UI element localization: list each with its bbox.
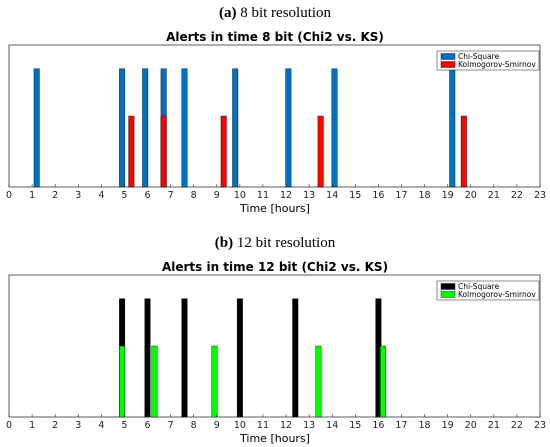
chart-b-bar-kolmogorov-smirnov-1 bbox=[151, 345, 158, 418]
chart-b-xtick-label-11: 11 bbox=[257, 420, 269, 431]
chart-b-xtick-label-3: 3 bbox=[75, 420, 81, 431]
chart-a-bar-chi-square-2 bbox=[142, 68, 149, 188]
chart-a-bars bbox=[33, 68, 467, 188]
panel-b: (b) 12 bit resolution Alerts in time 12 … bbox=[6, 235, 546, 445]
chart-b-xtick-label-20: 20 bbox=[465, 420, 477, 431]
chart-a-bar-kolmogorov-smirnov-2 bbox=[220, 115, 227, 188]
chart-b-bar-kolmogorov-smirnov-0 bbox=[119, 345, 126, 418]
panel-a: (a) 8 bit resolution Alerts in time 8 bi… bbox=[6, 5, 546, 215]
chart-b-bar-chi-square-3 bbox=[236, 298, 243, 418]
chart-a-xtick-label-22: 22 bbox=[511, 190, 523, 201]
chart-b-xtick-label-2: 2 bbox=[52, 420, 58, 431]
panel-b-heading-label: (b) bbox=[215, 235, 233, 251]
chart-a-legend-label-ks: Kolmogorov-Smirnov bbox=[458, 60, 536, 69]
chart-b-legend-label-ks: Kolmogorov-Smirnov bbox=[458, 290, 536, 299]
chart-b-x-axis: 0 1 2 3 4 5 6 7 8 9 10 11 12 13 14 15 16 17 18 19 20 21 22 23 bbox=[6, 414, 546, 431]
chart-a-xtick-label-11: 11 bbox=[257, 190, 269, 201]
chart-b-xtick-label-16: 16 bbox=[372, 420, 384, 431]
chart-a-legend-label-chi-square: Chi-Square bbox=[458, 52, 500, 61]
chart-b-legend-swatch-ks bbox=[440, 291, 456, 298]
chart-b-xtick-label-10: 10 bbox=[234, 420, 246, 431]
chart-a-xtick-label-17: 17 bbox=[395, 190, 407, 201]
chart-a-bar-kolmogorov-smirnov-1 bbox=[160, 115, 167, 188]
chart-b-xtick-label-12: 12 bbox=[280, 420, 292, 431]
chart-a-bar-chi-square-1 bbox=[119, 68, 126, 188]
chart-b-bar-kolmogorov-smirnov-3 bbox=[315, 345, 322, 418]
panel-b-heading: (b) 12 bit resolution bbox=[215, 235, 336, 251]
chart-a-xtick-label-2: 2 bbox=[52, 190, 58, 201]
chart-b-xtick-label-18: 18 bbox=[419, 420, 431, 431]
chart-b-legend: Chi-Square Kolmogorov-Smirnov bbox=[436, 280, 540, 301]
chart-a-legend-box bbox=[436, 50, 540, 71]
chart-b-xtick-label-13: 13 bbox=[303, 420, 315, 431]
chart-b-bar-chi-square-4 bbox=[292, 298, 299, 418]
chart-a-legend-swatch-ks bbox=[440, 61, 456, 68]
chart-a-xtick-label-13: 13 bbox=[303, 190, 315, 201]
chart-a-xtick-label-14: 14 bbox=[326, 190, 338, 201]
chart-b-legend-label-chi-square: Chi-Square bbox=[458, 282, 500, 291]
chart-b-bar-chi-square-1 bbox=[144, 298, 151, 418]
chart-a-xtick-label-12: 12 bbox=[280, 190, 292, 201]
chart-b-xtick-label-15: 15 bbox=[349, 420, 361, 431]
chart-a-xtick-label-6: 6 bbox=[144, 190, 150, 201]
chart-b-xtick-label-14: 14 bbox=[326, 420, 338, 431]
panel-a-heading: (a) 8 bit resolution bbox=[219, 5, 332, 21]
chart-a-xtick-label-0: 0 bbox=[6, 190, 12, 201]
chart-b-xtick-label-8: 8 bbox=[191, 420, 197, 431]
chart-a-xtick-label-19: 19 bbox=[442, 190, 454, 201]
chart-a-xtick-label-18: 18 bbox=[419, 190, 431, 201]
chart-a-xtick-label-20: 20 bbox=[465, 190, 477, 201]
chart-b-xtick-label-9: 9 bbox=[214, 420, 220, 431]
chart-a-legend: Chi-Square Kolmogorov-Smirnov bbox=[436, 50, 540, 71]
chart-b-xtick-label-4: 4 bbox=[98, 420, 104, 431]
chart-a-bar-kolmogorov-smirnov-3 bbox=[317, 115, 324, 188]
chart-a-xtick-label-21: 21 bbox=[488, 190, 500, 201]
panel-a-heading-label: (a) bbox=[219, 5, 237, 21]
chart-b-title: Alerts in time 12 bit (Chi2 vs. KS) bbox=[162, 260, 388, 274]
chart-a-x-axis: 0 1 2 3 4 5 6 7 8 9 10 11 12 13 14 15 16 17 18 19 20 21 22 23 bbox=[6, 184, 546, 201]
chart-a-xtick-label-1: 1 bbox=[29, 190, 35, 201]
chart-a-xtick-label-9: 9 bbox=[214, 190, 220, 201]
chart-b-xtick-label-7: 7 bbox=[168, 420, 174, 431]
chart-a-xtick-label-16: 16 bbox=[372, 190, 384, 201]
panel-a-heading-text: 8 bit resolution bbox=[236, 5, 331, 21]
chart-a-xtick-label-3: 3 bbox=[75, 190, 81, 201]
chart-b-xtick-label-5: 5 bbox=[121, 420, 127, 431]
chart-b-xlabel: Time [hours] bbox=[239, 432, 310, 445]
chart-a-bar-chi-square-0 bbox=[33, 68, 40, 188]
chart-b-xtick-label-1: 1 bbox=[29, 420, 35, 431]
chart-b-xtick-label-0: 0 bbox=[6, 420, 12, 431]
chart-b-legend-swatch-chi-square bbox=[440, 283, 456, 290]
chart-b-bar-kolmogorov-smirnov-2 bbox=[211, 345, 218, 418]
chart-a-bar-chi-square-5 bbox=[232, 68, 239, 188]
chart-a-title: Alerts in time 8 bit (Chi2 vs. KS) bbox=[166, 30, 384, 44]
chart-b-legend-box bbox=[436, 280, 540, 301]
chart-a-bar-chi-square-6 bbox=[285, 68, 292, 188]
chart-b-xtick-label-19: 19 bbox=[442, 420, 454, 431]
chart-b-xtick-label-22: 22 bbox=[511, 420, 523, 431]
chart-a-legend-swatch-chi-square bbox=[440, 53, 456, 60]
chart-a-xtick-label-8: 8 bbox=[191, 190, 197, 201]
chart-a-xtick-label-23: 23 bbox=[534, 190, 546, 201]
chart-b-xtick-label-23: 23 bbox=[534, 420, 546, 431]
chart-a-bar-chi-square-7 bbox=[331, 68, 338, 188]
chart-b-xtick-label-6: 6 bbox=[144, 420, 150, 431]
chart-b-bar-chi-square-2 bbox=[181, 298, 188, 418]
chart-a-xtick-label-10: 10 bbox=[234, 190, 246, 201]
chart-a-bar-kolmogorov-smirnov-0 bbox=[128, 115, 135, 188]
chart-a-xtick-label-7: 7 bbox=[168, 190, 174, 201]
chart-a-xtick-label-15: 15 bbox=[349, 190, 361, 201]
chart-a-xtick-label-4: 4 bbox=[98, 190, 104, 201]
chart-a-bar-chi-square-4 bbox=[181, 68, 188, 188]
panel-b-heading-text: 12 bit resolution bbox=[233, 235, 336, 251]
chart-b-xtick-label-17: 17 bbox=[395, 420, 407, 431]
chart-b-bars bbox=[119, 298, 386, 418]
chart-a-bar-chi-square-8 bbox=[449, 68, 456, 188]
chart-a-bar-kolmogorov-smirnov-4 bbox=[460, 115, 467, 188]
chart-a-xlabel: Time [hours] bbox=[239, 202, 310, 215]
chart-b-bar-kolmogorov-smirnov-4 bbox=[380, 345, 386, 418]
chart-a-xtick-label-5: 5 bbox=[121, 190, 127, 201]
chart-b-xtick-label-21: 21 bbox=[488, 420, 500, 431]
